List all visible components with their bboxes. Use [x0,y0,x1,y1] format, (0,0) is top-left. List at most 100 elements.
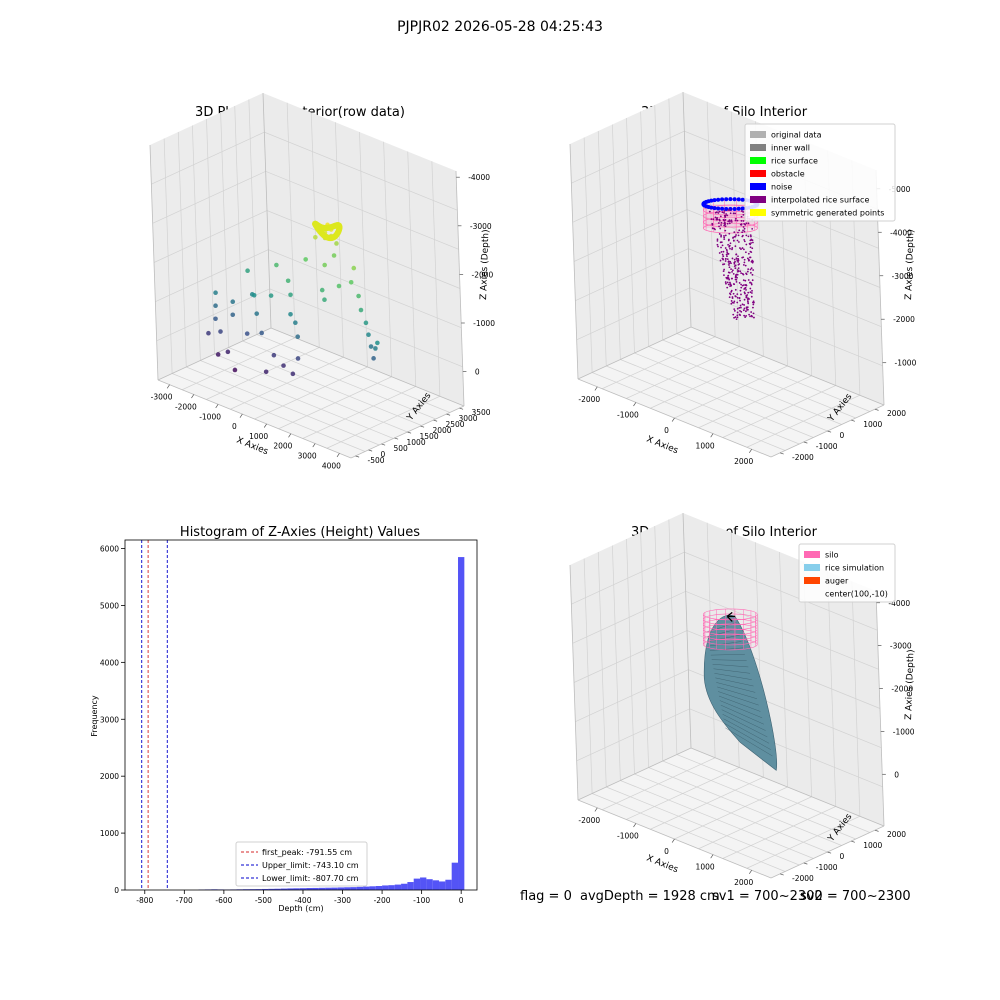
panel3-bar [293,888,300,890]
panel4-mesh-line [710,654,745,656]
panel4-ytick: 1000 [863,841,882,850]
panel1-point [293,320,298,326]
panel1-ytick: 3500 [471,408,490,417]
panel3-xtick: -100 [413,896,430,905]
panel1-point [268,293,274,298]
panel2-interpolated-point [725,213,728,215]
panel4-ytick-mark [803,862,808,865]
panel1-axes-box [149,92,465,459]
panel4-box-edge [569,564,579,801]
panel1-point [271,352,277,358]
panel4-xtick-mark [633,823,637,828]
panel3-ylabel: Frequency [90,695,99,737]
panel2-interpolated-point [721,257,724,260]
panel2-interpolated-point [743,284,745,286]
panel2-noise-point [736,197,741,202]
panel2-interpolated-point [747,297,750,300]
panel4-box-edge [682,512,692,749]
panel2-interpolated-point [723,263,726,266]
panel2-interpolated-point [728,209,731,212]
panel2-interpolated-point [751,289,753,292]
panel2-ztick: -2000 [893,315,915,324]
panel2-interpolated-point [751,273,754,276]
panel2-interpolated-point [710,218,713,220]
panel2-noise-point [740,206,745,211]
panel2-interpolated-point [736,307,739,310]
panel4-legend-swatch [804,551,820,558]
panel2-interpolated-point [723,219,726,222]
panel2-interpolated-point [736,239,739,242]
panel4-legend-label: center(100,-10) [825,590,888,599]
panel3-bar [331,887,338,890]
panel2-interpolated-point [715,211,718,213]
panel2-interpolated-point [723,235,725,237]
panel2-interpolated-point [743,258,746,261]
panel4-mesh-line [724,723,771,750]
panel1-xtick: 1000 [249,432,268,441]
panel2-interpolated-point [722,270,725,272]
panel3-bar [375,886,383,890]
panel2-interpolated-point [728,266,731,269]
panel4-mesh-line [720,704,764,725]
panel3-bar [407,882,414,890]
panel1-point [363,320,369,326]
panel2-interpolated-point [728,296,731,299]
panel2-interpolated-point [743,307,746,310]
footer-sv1: sv1 = 700~2300 [712,889,823,904]
panel4-legend-label: silo [825,551,839,560]
panel2-interpolated-point [738,282,741,284]
panel4-mesh-line [711,659,747,661]
panel2-interpolated-point [740,272,743,275]
panel3-legend-label: first_peak: -791.55 cm [262,848,352,857]
panel2-interpolated-point [732,236,735,239]
panel1-point [290,371,296,377]
panel2-interpolated-point [734,217,737,220]
panel2-interpolated-point [743,261,746,264]
panel2-noise-point [736,206,741,211]
panel1-box-edge [157,379,352,459]
panel2-interpolated-point [735,318,738,321]
panel2-ytick: 1000 [863,420,882,429]
panel2-interpolated-point [736,296,739,299]
panel2-interpolated-point [740,310,743,313]
panel2-noise-point [728,197,733,202]
panel2-interpolated-point [734,276,737,279]
panel2-interpolated-point [732,239,735,242]
panel2-xtick: 0 [664,426,669,435]
panel2-interpolated-point [734,219,737,222]
panel2-interpolated-point [733,231,736,234]
panel2-interpolated-point [734,267,737,270]
panel1-grid-y [228,347,422,426]
panel4-box-edge [690,747,885,827]
panel3-bar [268,888,275,890]
panel2-interpolated-point [728,262,731,265]
panel4-ytick-mark [827,851,832,854]
panel2-interpolated-point [749,281,752,284]
panel2-interpolated-point [730,300,733,302]
panel2-interpolated-point [742,248,745,251]
panel-classify-3d: 3D classify of Silo Interior -2000-10000… [569,91,917,466]
panel2-grid-y [662,339,856,419]
panel2-interpolated-point [723,274,725,277]
panel3-bar [287,888,294,890]
panel3-ytick: 2000 [100,772,119,781]
panel4-ztick: 0 [894,770,899,779]
panel1-xtick-mark [239,413,243,418]
panel1-ytick: -500 [368,456,385,465]
panel4-legend-swatch [804,564,820,571]
panel2-interpolated-point [716,238,719,241]
panel1-point [274,262,279,268]
panel2-interpolated-point [749,250,752,253]
panel2-interpolated-point [736,219,739,222]
panel2-noise-point [740,197,745,202]
panel2-interpolated-point [737,261,740,263]
panel4-ztick: -3000 [890,642,912,651]
panel1-xtick-mark [288,433,292,438]
panel2-interpolated-point [727,209,730,212]
panel2-interpolated-point [718,233,721,235]
panel2-ytick-mark [851,419,855,422]
panel3-xtick: -400 [294,896,311,905]
panel3-bar [388,885,395,890]
